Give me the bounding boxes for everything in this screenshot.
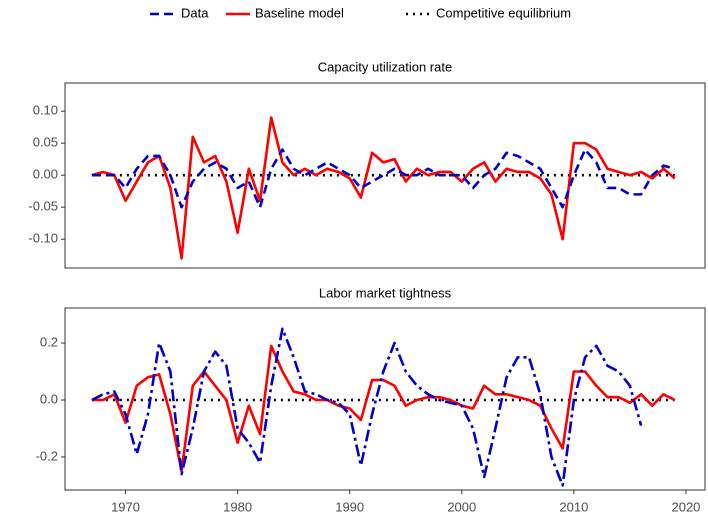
y-tick-label: -0.05 [28,199,58,214]
y-tick-label: 0.2 [40,334,58,349]
x-tick-label: 1980 [223,499,252,514]
x-tick-label: 2000 [447,499,476,514]
y-tick-label: 0.10 [33,103,58,118]
y-tick-label: -0.10 [28,231,58,246]
series-line [91,327,643,487]
panel-title: Capacity utilization rate [318,59,452,74]
legend-label: Baseline model [255,5,344,20]
series-line [91,344,676,473]
legend-label: Competitive equilibrium [436,5,571,20]
panel-title: Labor market tightness [319,285,452,300]
series-line [91,148,676,209]
y-tick-label: 0.00 [33,167,58,182]
series-line [91,116,676,260]
x-tick-label: 2010 [559,499,588,514]
x-tick-label: 2020 [671,499,700,514]
x-tick-label: 1990 [335,499,364,514]
y-tick-label: 0.0 [40,391,58,406]
legend-label: Data [181,5,209,20]
panel-border [64,307,706,491]
x-tick-label: 1970 [111,499,140,514]
y-tick-label: -0.2 [36,448,58,463]
y-tick-label: 0.05 [33,135,58,150]
panel-border [64,82,706,269]
